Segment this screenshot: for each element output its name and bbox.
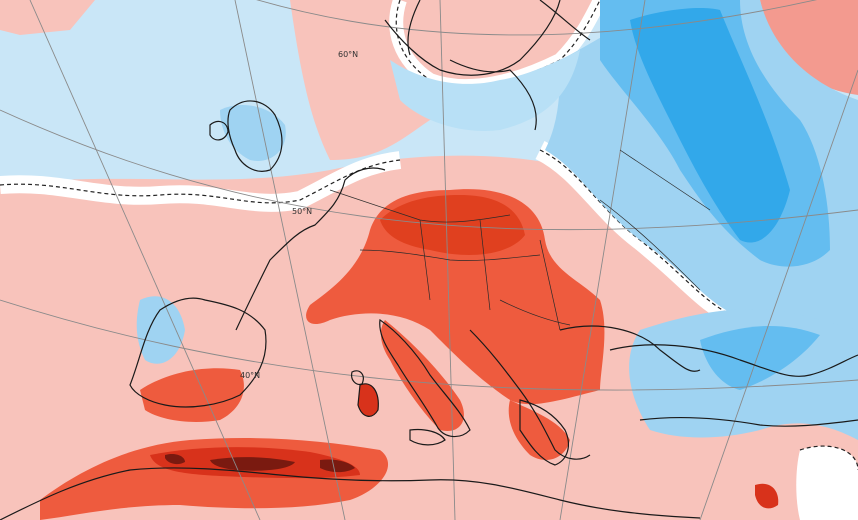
- coast-greece: [519, 399, 569, 466]
- coast-corsica: [351, 370, 364, 385]
- heat-anomaly-extreme-north-africa: [210, 457, 295, 471]
- warm-anomaly-northwest: [0, 0, 95, 35]
- zero-contour-southeast: [799, 445, 858, 471]
- coast-black-sea: [609, 344, 858, 377]
- cold-anomaly-deep-east: [630, 8, 790, 243]
- border-central-3: [419, 219, 431, 301]
- heat-anomaly-greece: [508, 400, 570, 460]
- heat-anomaly-core-central-europe: [380, 195, 525, 255]
- heat-anomaly-levant: [755, 483, 779, 509]
- border-central-4: [479, 219, 491, 311]
- coast-ireland: [209, 120, 229, 141]
- heat-anomaly-italy: [380, 320, 464, 431]
- border-east-2: [619, 149, 711, 211]
- coast-baltic: [449, 59, 537, 131]
- coast-scandinavia-south: [384, 0, 561, 76]
- cold-anomaly-core-southeast: [700, 325, 820, 390]
- coast-norway: [407, 0, 421, 56]
- latitude-60: [256, 0, 818, 36]
- heat-anomaly-extreme-east-algeria: [320, 459, 355, 473]
- coast-great-britain: [227, 100, 283, 172]
- coast-sardinia: [357, 383, 379, 417]
- coast-black-sea-west: [559, 325, 701, 372]
- coast-sicily: [409, 428, 446, 446]
- latitude-40: [0, 299, 858, 391]
- border-central-5: [539, 239, 561, 331]
- coast-finland: [539, 0, 591, 41]
- coast-france-iberia: [235, 167, 386, 331]
- coast-anatolia: [639, 416, 858, 427]
- border-east-1: [599, 199, 701, 291]
- coast-italy: [379, 318, 471, 438]
- meridian-central: [439, 0, 456, 520]
- meridian-west: [29, 0, 261, 520]
- coast-adriatic-balkans: [469, 329, 591, 460]
- heat-anomaly-sardinia: [358, 383, 379, 417]
- coast-north-africa: [0, 467, 701, 520]
- label-lat-60: 60°N: [338, 50, 358, 59]
- meridian-west-central: [234, 0, 346, 520]
- zero-contour-west: [0, 159, 401, 204]
- label-lat-40: 40°N: [240, 371, 260, 380]
- meridian-east-central: [559, 0, 646, 520]
- warm-anomaly-northeast: [760, 0, 858, 95]
- cold-anomaly-scandinavia: [390, 50, 580, 131]
- cold-anomaly-british-isles: [220, 105, 286, 161]
- meridian-east: [699, 69, 858, 520]
- zero-contour-east: [539, 149, 858, 353]
- heat-anomaly-central-europe: [306, 189, 605, 405]
- label-lat-50: 50°N: [292, 207, 312, 216]
- heat-anomaly-spain: [140, 368, 244, 422]
- border-balkans: [499, 299, 571, 326]
- coast-iberia: [129, 297, 267, 408]
- latitude-50: [0, 109, 858, 231]
- zero-contour-scandinavia: [395, 0, 601, 87]
- neutral-anomaly-east: [796, 446, 858, 520]
- border-central-2: [359, 249, 541, 261]
- heat-anomaly-extreme-west-algeria: [165, 453, 185, 465]
- borders: [329, 149, 711, 331]
- cold-anomaly-iberia: [136, 296, 185, 364]
